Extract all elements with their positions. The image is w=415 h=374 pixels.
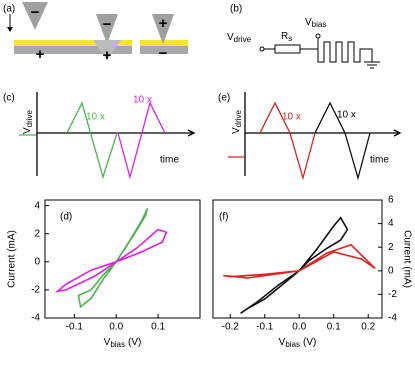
plot-frame: [212, 199, 383, 319]
probe-schematic: [7, 2, 188, 60]
y-tick-label: -2: [31, 285, 40, 296]
v-bias-label: Vbias: [305, 17, 326, 29]
text: (V): [303, 337, 316, 348]
layer: [140, 40, 188, 46]
x-tick-label: -0.1: [256, 322, 274, 333]
sign: −: [31, 4, 40, 21]
probe: [22, 2, 48, 30]
sign: +: [36, 46, 45, 63]
layer: [14, 46, 114, 54]
y-tick-label: -4: [31, 313, 40, 324]
text: V: [104, 337, 111, 348]
layer: [140, 46, 188, 54]
panel-label: (f): [219, 212, 228, 223]
circuit: [259, 33, 380, 69]
pulse: [228, 101, 316, 181]
text: bias: [312, 20, 327, 29]
y-tick-label: 2: [388, 242, 394, 253]
text: (V): [128, 337, 141, 348]
y-tick-label: -2: [388, 289, 397, 300]
iv-loop: [223, 243, 376, 279]
x-tick-label: -0.2: [222, 322, 240, 333]
iv-loop: [77, 208, 149, 309]
text: s: [288, 34, 292, 43]
sign: +: [159, 15, 168, 32]
pulse: [117, 101, 166, 180]
text: R: [281, 31, 288, 42]
arrow-head: [7, 27, 13, 32]
annotation: 10 x: [337, 110, 356, 121]
x-tick-label: 0.1: [151, 322, 165, 333]
y-tick-label: 4: [388, 218, 394, 229]
axis: [244, 92, 398, 176]
annotation: 10 x: [86, 112, 105, 123]
text: V: [231, 127, 242, 134]
y-label: Vdrive: [22, 109, 34, 134]
text: V: [22, 127, 33, 134]
y-tick-label: 2: [34, 228, 40, 239]
waveform: [19, 92, 196, 180]
axis-arrow: [393, 129, 402, 137]
x-tick-label: -0.1: [66, 322, 84, 333]
text: V: [305, 17, 312, 28]
panel-label: (b): [230, 4, 242, 15]
y-tick-label: 4: [34, 200, 40, 211]
layer: [14, 40, 114, 46]
text: bias: [285, 340, 300, 349]
text: drive: [25, 109, 34, 127]
probe: [152, 14, 174, 44]
channel: [93, 40, 121, 60]
x-label: time: [160, 155, 179, 166]
terminal: [315, 33, 321, 39]
resistor: [274, 44, 301, 54]
probe: [96, 14, 118, 44]
waveform: [228, 92, 402, 181]
text: bias: [110, 340, 125, 349]
sign: −: [103, 16, 112, 33]
plot-frame: [44, 199, 201, 319]
r-label: Rs: [281, 31, 292, 43]
panel-label: (e): [218, 93, 230, 104]
text: V: [227, 32, 234, 43]
text: drive: [234, 109, 243, 127]
pulse: [19, 101, 118, 180]
y-tick-label: 0: [34, 256, 40, 267]
y-tick-label: 0: [388, 265, 394, 276]
annotation: 10 x: [133, 95, 152, 106]
annotation: 10 x: [282, 112, 301, 123]
wire: [264, 38, 380, 69]
pulse: [314, 101, 371, 181]
iv-loop: [54, 228, 168, 293]
x-axis-label: Vbias (V): [104, 337, 142, 349]
x-axis-label: Vbias (V): [279, 337, 317, 349]
v-drive-label: Vdrive: [227, 32, 252, 44]
axis-arrow: [187, 129, 196, 137]
iv-loop: [240, 216, 349, 314]
axis: [36, 92, 192, 176]
sign: +: [103, 47, 112, 64]
y-tick-label: -4: [388, 313, 397, 324]
terminal: [259, 46, 265, 52]
x-tick-label: 0.0: [292, 322, 306, 333]
y-axis-label: Current (mA): [7, 230, 18, 288]
x-tick-label: 0.1: [327, 322, 341, 333]
text: drive: [234, 35, 252, 44]
sign: −: [159, 45, 168, 62]
panel-label: (a): [3, 4, 15, 15]
x-tick-label: 0.0: [109, 322, 123, 333]
y-label: Vdrive: [231, 109, 243, 134]
x-label: time: [370, 155, 389, 166]
y-axis-label: Current (mA): [401, 230, 412, 288]
y-tick-label: 6: [388, 195, 394, 206]
panel-label: (d): [60, 212, 72, 223]
text: V: [279, 337, 286, 348]
panel-label: (c): [3, 93, 15, 104]
x-tick-label: 0.2: [361, 322, 375, 333]
